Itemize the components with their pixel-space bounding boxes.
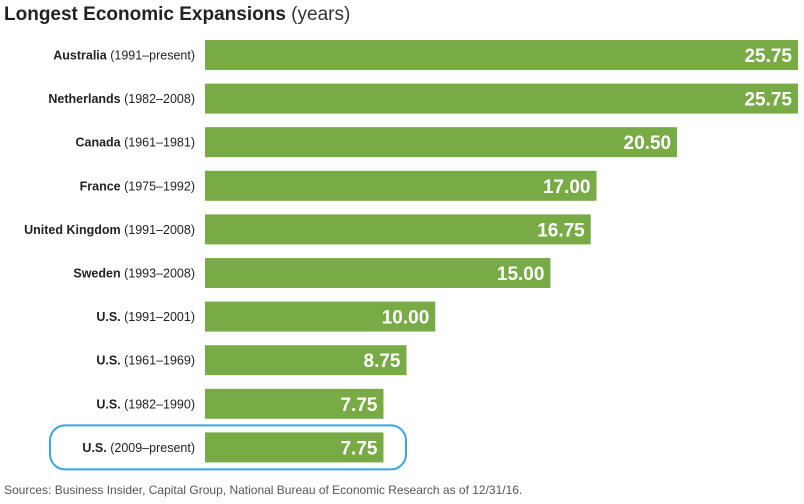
category-label: U.S. (1961–1969) — [96, 354, 195, 368]
bar-row: 7.75 U.S. (1982–1990) — [96, 388, 384, 419]
chart-title-main: Longest Economic Expansions — [4, 4, 286, 25]
category-label: Sweden (1993–2008) — [73, 267, 195, 281]
category-period: (2009–present) — [107, 441, 195, 455]
bar-value-label: 7.75 — [340, 395, 377, 416]
category-label: Netherlands (1982–2008) — [48, 92, 195, 106]
category-name: Australia — [53, 49, 108, 63]
bar — [205, 83, 798, 114]
bar-value-label: 25.75 — [744, 46, 792, 67]
category-name: Canada — [75, 136, 121, 150]
bar-value-label: 7.75 — [340, 438, 377, 459]
category-name: United Kingdom — [24, 223, 121, 237]
bar-row: 17.00 France (1975–1992) — [80, 170, 597, 201]
bar — [205, 214, 591, 245]
category-period: (1991–2001) — [121, 310, 195, 324]
bar-value-label: 25.75 — [744, 90, 792, 111]
category-period: (1991–2008) — [121, 223, 195, 237]
bar-value-label: 10.00 — [382, 308, 430, 329]
bar-row: 15.00 Sweden (1993–2008) — [73, 258, 551, 288]
bar-value-label: 8.75 — [364, 351, 401, 372]
category-label: Australia (1991–present) — [53, 49, 195, 63]
source-note: Sources: Business Insider, Capital Group… — [4, 483, 523, 497]
bar-row: 10.00 U.S. (1991–2001) — [96, 301, 436, 332]
category-period: (1961–1981) — [121, 136, 195, 150]
highlight-outline — [49, 424, 407, 471]
bar-value-label: 20.50 — [624, 133, 672, 154]
bar — [205, 258, 551, 288]
bar-row: 8.75 U.S. (1961–1969) — [96, 345, 407, 376]
category-name: Sweden — [73, 267, 120, 281]
chart-title: Longest Economic Expansions (years) — [4, 2, 350, 28]
category-period: (1982–2008) — [121, 92, 195, 106]
bar-row: 25.75 Netherlands (1982–2008) — [48, 83, 798, 114]
category-label: U.S. (1982–1990) — [96, 397, 195, 411]
category-period: (1975–1992) — [121, 179, 195, 193]
category-label: France (1975–1992) — [80, 179, 195, 193]
category-label: United Kingdom (1991–2008) — [24, 223, 195, 237]
bar — [205, 345, 407, 376]
bar-row: 20.50 Canada (1961–1981) — [75, 127, 678, 158]
category-name: U.S. — [96, 310, 120, 324]
bar — [205, 40, 798, 70]
category-name: France — [80, 179, 121, 193]
bar — [205, 170, 597, 201]
category-period: (1993–2008) — [121, 267, 195, 281]
bar-chart: 25.75 Australia (1991–present) 25.75 Nether… — [24, 40, 798, 471]
category-period: (1961–1969) — [121, 354, 195, 368]
category-name: U.S. — [96, 354, 120, 368]
category-period: (1991–present) — [107, 49, 195, 63]
category-name: Netherlands — [48, 92, 120, 106]
bar — [205, 432, 384, 463]
bar-row: 7.75 U.S. (2009–present) — [49, 424, 407, 471]
bar — [205, 301, 436, 332]
category-label: U.S. (1991–2001) — [96, 310, 195, 324]
bar — [205, 388, 384, 419]
category-name: U.S. — [96, 397, 120, 411]
chart-title-unit: (years) — [291, 4, 351, 25]
category-label: Canada (1961–1981) — [75, 136, 195, 150]
bar-value-label: 16.75 — [537, 220, 585, 241]
bar-row: 25.75 Australia (1991–present) — [53, 40, 798, 70]
bar-row: 16.75 United Kingdom (1991–2008) — [24, 214, 591, 245]
bar — [205, 127, 678, 158]
bar-value-label: 15.00 — [497, 264, 545, 285]
bar-value-label: 17.00 — [543, 177, 591, 198]
category-name: U.S. — [82, 441, 106, 455]
category-label: U.S. (2009–present) — [82, 441, 195, 455]
category-period: (1982–1990) — [121, 397, 195, 411]
